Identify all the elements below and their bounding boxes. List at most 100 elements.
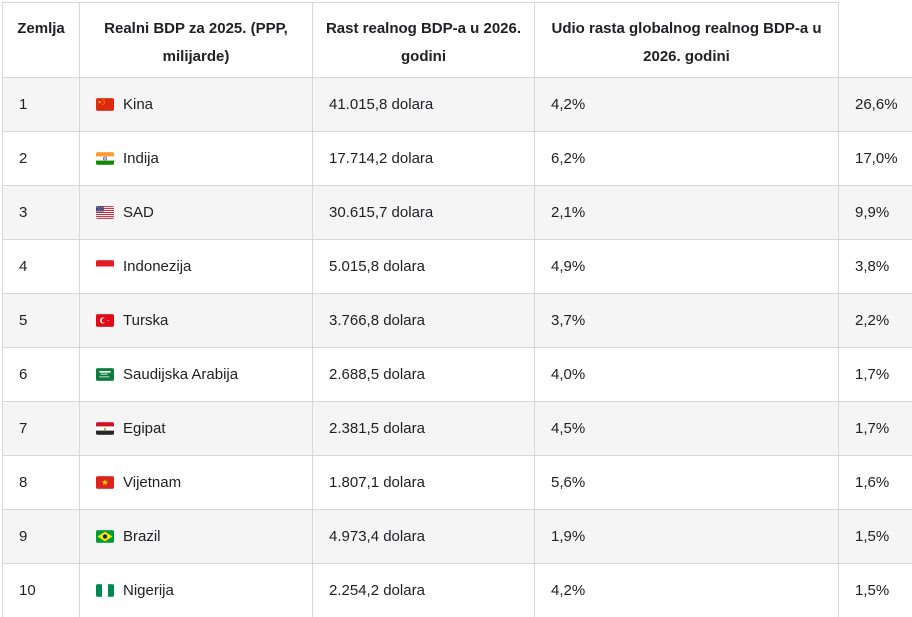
- gdp-cell: 4.973,4 dolara: [312, 509, 535, 564]
- share-cell: 2,2%: [838, 293, 912, 348]
- growth-value: 1,9%: [551, 527, 586, 545]
- header-udio-rasta: Udio rasta globalnog realnog BDP-a u 202…: [534, 2, 839, 78]
- saudi-arabia-flag-icon: [96, 368, 114, 381]
- gdp-cell: 1.807,1 dolara: [312, 455, 535, 510]
- country-name: SAD: [123, 203, 154, 221]
- gdp-cell: 2.688,5 dolara: [312, 347, 535, 402]
- growth-cell: 4,0%: [534, 347, 839, 402]
- growth-cell: 4,2%: [534, 563, 839, 617]
- country-wrap: Saudijska Arabija: [96, 366, 304, 384]
- table-row: 6 Saudijska Arabija 2.688,5 dolara 4,0% …: [2, 347, 912, 402]
- rank-value: 7: [19, 419, 28, 437]
- country-name: Brazil: [123, 527, 161, 545]
- growth-value: 4,0%: [551, 365, 586, 383]
- gdp-value: 5.015,8 dolara: [329, 257, 425, 275]
- growth-value: 2,1%: [551, 203, 586, 221]
- table-row: 8 Vijetnam 1.807,1 dolara 5,6% 1,6%: [2, 455, 912, 510]
- country-wrap: SAD: [96, 204, 304, 222]
- country-wrap: Vijetnam: [96, 474, 304, 492]
- gdp-value: 1.807,1 dolara: [329, 473, 425, 491]
- country-name: Nigerija: [123, 581, 174, 599]
- country-cell: Nigerija: [79, 563, 313, 617]
- rank-cell: 9: [2, 509, 80, 564]
- share-cell: 17,0%: [838, 131, 912, 186]
- growth-value: 6,2%: [551, 149, 586, 167]
- rank-cell: 5: [2, 293, 80, 348]
- country-wrap: Indija: [96, 150, 304, 168]
- country-cell: Kina: [79, 77, 313, 132]
- share-value: 26,6%: [855, 95, 898, 113]
- share-value: 1,5%: [855, 581, 890, 599]
- share-cell: 26,6%: [838, 77, 912, 132]
- table-row: 2 Indija 17.714,2 dolara 6,2% 17,0%: [2, 131, 912, 186]
- rank-value: 8: [19, 473, 28, 491]
- india-flag-icon: [96, 152, 114, 165]
- header-realni-bdp: Realni BDP za 2025. (PPP, milijarde): [79, 2, 313, 78]
- brazil-flag-icon: [96, 530, 114, 543]
- header-row: Zemlja Realni BDP za 2025. (PPP, milijar…: [2, 2, 912, 78]
- table-header: Zemlja Realni BDP za 2025. (PPP, milijar…: [2, 2, 912, 78]
- table-row: 4 Indonezija 5.015,8 dolara 4,9% 3,8%: [2, 239, 912, 294]
- rank-value: 3: [19, 203, 28, 221]
- growth-cell: 1,9%: [534, 509, 839, 564]
- country-cell: Turska: [79, 293, 313, 348]
- table-row: 5 Turska 3.766,8 dolara 3,7% 2,2%: [2, 293, 912, 348]
- share-value: 1,7%: [855, 419, 890, 437]
- growth-value: 4,2%: [551, 581, 586, 599]
- vietnam-flag-icon: [96, 476, 114, 489]
- gdp-value: 41.015,8 dolara: [329, 95, 434, 113]
- growth-cell: 6,2%: [534, 131, 839, 186]
- country-cell: SAD: [79, 185, 313, 240]
- growth-value: 5,6%: [551, 473, 586, 491]
- country-wrap: Brazil: [96, 528, 304, 546]
- rank-cell: 3: [2, 185, 80, 240]
- country-cell: Saudijska Arabija: [79, 347, 313, 402]
- gdp-value: 2.381,5 dolara: [329, 419, 425, 437]
- country-name: Egipat: [123, 419, 166, 437]
- rank-value: 5: [19, 311, 28, 329]
- growth-value: 4,5%: [551, 419, 586, 437]
- table-body: 1 Kina 41.015,8 dolara 4,2% 26,6% 2 Indi…: [2, 77, 912, 617]
- rank-value: 4: [19, 257, 28, 275]
- country-wrap: Indonezija: [96, 258, 304, 276]
- rank-cell: 1: [2, 77, 80, 132]
- share-cell: 1,5%: [838, 509, 912, 564]
- country-cell: Vijetnam: [79, 455, 313, 510]
- growth-cell: 2,1%: [534, 185, 839, 240]
- rank-cell: 6: [2, 347, 80, 402]
- growth-value: 4,9%: [551, 257, 586, 275]
- rank-cell: 4: [2, 239, 80, 294]
- rank-cell: 2: [2, 131, 80, 186]
- egypt-flag-icon: [96, 422, 114, 435]
- country-name: Indonezija: [123, 257, 192, 275]
- share-value: 1,5%: [855, 527, 890, 545]
- country-name: Saudijska Arabija: [123, 365, 239, 383]
- country-wrap: Egipat: [96, 420, 304, 438]
- share-cell: 1,6%: [838, 455, 912, 510]
- gdp-value: 30.615,7 dolara: [329, 203, 434, 221]
- growth-value: 4,2%: [551, 95, 586, 113]
- table-row: 7 Egipat 2.381,5 dolara 4,5% 1,7%: [2, 401, 912, 456]
- share-value: 2,2%: [855, 311, 890, 329]
- gdp-cell: 17.714,2 dolara: [312, 131, 535, 186]
- indonesia-flag-icon: [96, 260, 114, 273]
- rank-value: 10: [19, 581, 36, 599]
- country-name: Vijetnam: [123, 473, 182, 491]
- country-cell: Indonezija: [79, 239, 313, 294]
- gdp-cell: 3.766,8 dolara: [312, 293, 535, 348]
- share-value: 1,7%: [855, 365, 890, 383]
- share-value: 9,9%: [855, 203, 890, 221]
- share-value: 3,8%: [855, 257, 890, 275]
- header-zemlja: Zemlja: [2, 2, 80, 78]
- gdp-value: 17.714,2 dolara: [329, 149, 434, 167]
- country-wrap: Turska: [96, 312, 304, 330]
- growth-cell: 4,2%: [534, 77, 839, 132]
- country-cell: Brazil: [79, 509, 313, 564]
- gdp-value: 2.688,5 dolara: [329, 365, 425, 383]
- country-cell: Egipat: [79, 401, 313, 456]
- rank-value: 2: [19, 149, 28, 167]
- gdp-value: 3.766,8 dolara: [329, 311, 425, 329]
- rank-value: 1: [19, 95, 28, 113]
- country-name: Turska: [123, 311, 169, 329]
- header-blank: [838, 2, 912, 78]
